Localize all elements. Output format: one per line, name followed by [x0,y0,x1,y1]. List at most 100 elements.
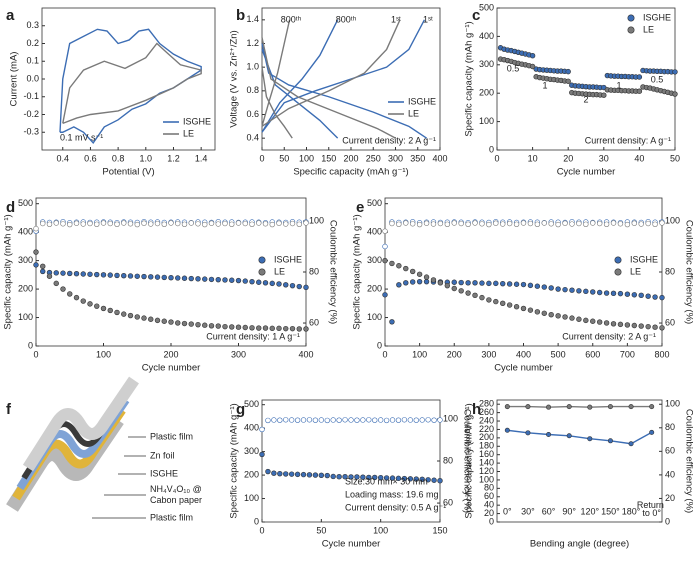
data-point [548,221,554,227]
data-point [87,220,93,227]
data-point [242,278,248,284]
data-point [188,275,194,282]
data-point [382,292,388,298]
chart-panel: a 0.4 0.6 0.8 1.0 1.2 1.4 -0.3 -0.2 -0.1 0.0 0.1 0.2… [6,7,216,178]
data-point [486,297,492,303]
data-point [603,221,610,227]
data-point [312,472,319,478]
data-point [67,221,73,228]
data-point [525,430,531,436]
annotation: 1 [542,80,547,90]
data-point [520,220,527,226]
data-point [541,220,547,226]
x-tick-label: 1.0 [140,153,153,163]
data-point [161,274,167,281]
data-point [576,288,582,294]
y-tick-label: 500 [244,399,259,409]
data-point [569,287,575,293]
data-point [638,323,644,329]
data-point [342,417,348,423]
data-point [638,221,644,227]
data-point [652,324,658,330]
y-tick-label: 200 [479,88,494,98]
data-point [410,221,416,227]
annotation: Current density: 1 A g⁻¹ [206,331,300,341]
data-point [121,273,127,279]
data-point [306,472,313,478]
data-point [617,221,624,227]
data-point [296,221,302,227]
data-point [430,277,437,283]
data-point [659,325,665,331]
data-point [645,293,651,299]
y-tick-label: 0.8 [246,85,259,95]
data-point [458,288,464,294]
data-point [256,325,262,331]
x-tick-label: 20 [563,153,573,163]
x-tick-label: 0 [382,349,387,359]
data-point [541,310,547,316]
x-tick-label: 600 [585,349,600,359]
data-point [154,274,161,280]
data-point [289,220,296,227]
x-axis-title: Cycle number [494,363,553,374]
data-point [181,221,188,227]
data-point [416,271,423,277]
data-point [416,278,423,285]
y-tick-label: 400 [479,31,494,41]
data-point [504,427,510,433]
data-point [181,320,188,327]
data-point [534,309,541,315]
legend-label: LE [183,128,194,138]
data-point [431,417,437,423]
data-point [410,279,416,285]
x-tick-label: 100 [96,349,111,359]
data-point [336,417,342,423]
data-point [569,315,575,321]
y2-axis-title: Coulombic efficiency (%) [461,409,472,513]
data-point [416,221,423,228]
data-point [631,322,637,329]
panel-letter: h [472,401,481,418]
data-point [382,228,388,234]
y-axis-title: Specific capacity (mAh g⁻¹) [464,403,475,518]
legend-swatch [627,26,635,34]
data-point [403,220,409,226]
data-point [513,221,520,227]
data-point [46,221,53,227]
data-point [215,221,221,227]
data-point [617,290,624,297]
y-tick-label: 0 [489,516,494,526]
data-point [401,417,408,423]
data-point [396,221,402,227]
data-point [242,220,248,227]
y-tick-label: 160 [479,449,494,459]
annotation: 800ᵗʰ [281,14,302,24]
data-point [168,319,174,325]
data-point [389,319,395,325]
data-point [80,221,86,227]
data-point [631,220,637,226]
legend-swatch [258,268,266,276]
data-point [419,417,425,423]
data-point [624,221,631,228]
data-point [419,476,425,482]
data-point [188,321,194,327]
data-point [195,221,201,227]
data-point [659,294,665,301]
data-point [546,404,552,410]
data-point [148,274,154,280]
annotation: 1ˢᵗ [391,14,401,24]
panel-letter: c [472,7,480,24]
annotation: Current density: 0.5 A g⁻¹ [345,502,446,512]
data-point [300,471,307,478]
y-axis-title: Specific capacity (mAh g⁻¹) [3,214,14,329]
chart-panel: d 0 100 200 300 400 0 100 200 300 400 500 60 80 100 Cyc… [3,197,338,374]
data-point [444,221,451,227]
data-point [202,322,208,328]
y-axis-title: Specific capacity (mAh g⁻¹) [464,21,475,136]
data-point [610,290,617,297]
x-tick-label: 700 [620,349,635,359]
legend-label: LE [274,266,285,276]
data-point [294,471,301,478]
